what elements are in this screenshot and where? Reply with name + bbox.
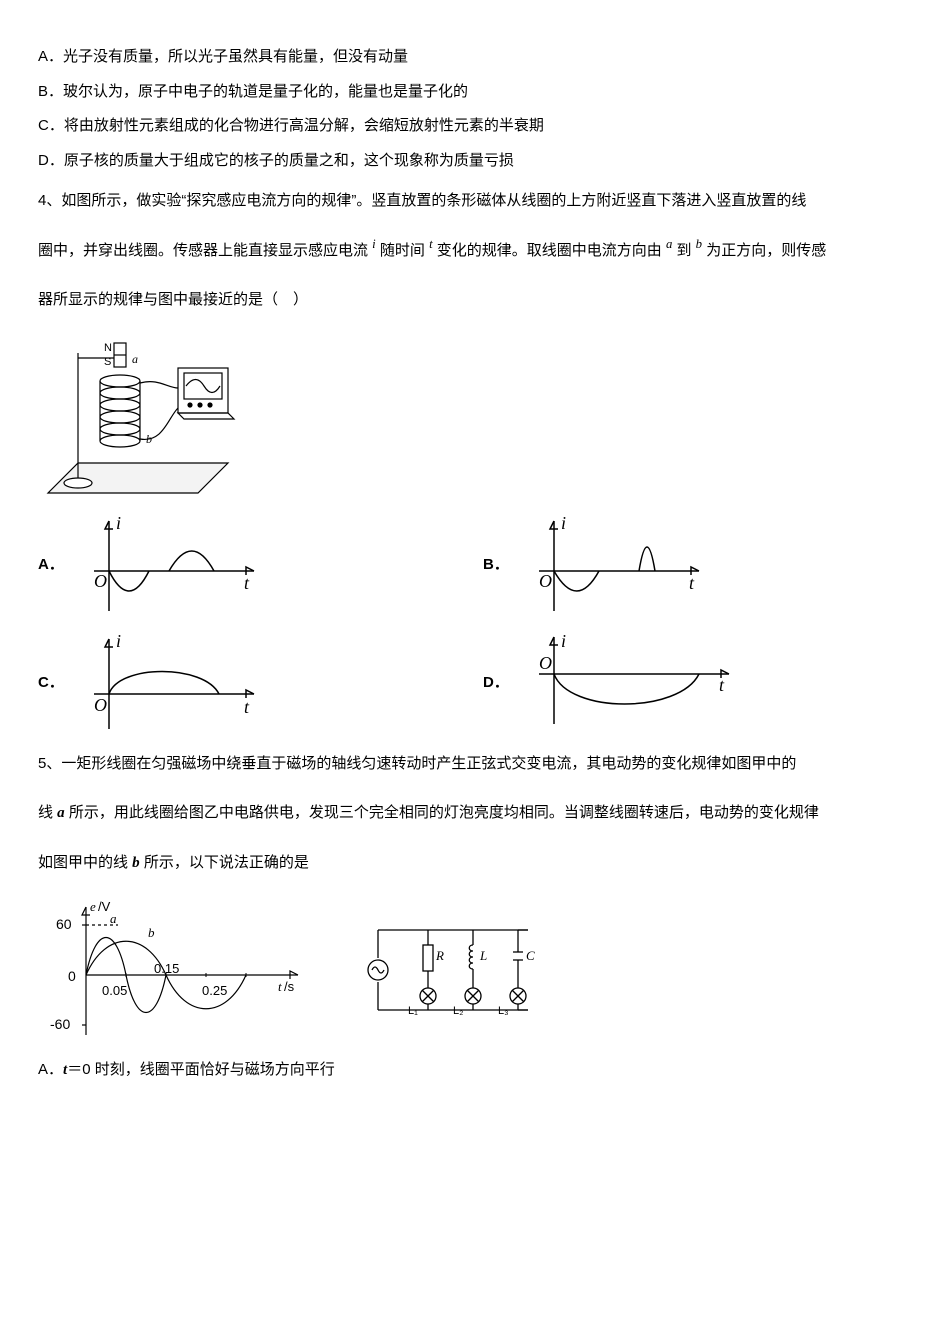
q3-option-d: D．原子核的质量大于组成它的核子的质量之和，这个现象称为质量亏损: [38, 144, 912, 179]
svg-text:L₃: L₃: [498, 1005, 509, 1017]
q5-var-a: a: [57, 805, 65, 821]
q4-stem-line2: 圈中，并穿出线圈。传感器上能直接显示感应电流 i 随时间 t 变化的规律。取线圈…: [38, 234, 912, 269]
svg-text:e: e: [90, 899, 96, 914]
svg-text:N: N: [104, 342, 112, 354]
q4-stem-2d: 到: [672, 242, 695, 259]
svg-text:0.25: 0.25: [202, 983, 227, 998]
q5-stem-line3: 如图甲中的线 b 所示，以下说法正确的是: [38, 846, 912, 881]
q4-label-b: B．: [483, 548, 509, 583]
q5-stem-3a: 如图甲中的线: [38, 854, 132, 871]
svg-text:O: O: [539, 653, 552, 673]
q5-optA-a: A．: [38, 1061, 63, 1078]
svg-text:/V: /V: [98, 899, 111, 914]
svg-text:0: 0: [68, 968, 76, 984]
svg-text:i: i: [116, 513, 121, 533]
svg-text:i: i: [561, 631, 566, 651]
q5-stem-line1: 5、一矩形线圈在匀强磁场中绕垂直于磁场的轴线匀速转动时产生正弦式交变电流，其电动…: [38, 747, 912, 782]
svg-text:/s: /s: [284, 979, 295, 994]
svg-text:O: O: [94, 571, 107, 591]
q5-stem-2b: 所示，用此线圈给图乙中电路供电，发现三个完全相同的灯泡亮度均相同。当调整线圈转速…: [65, 804, 819, 821]
q3-option-c: C．将由放射性元素组成的化合物进行高温分解，会缩短放射性元素的半衰期: [38, 109, 912, 144]
svg-text:O: O: [94, 695, 107, 715]
svg-text:L₂: L₂: [453, 1005, 463, 1017]
q3-option-a: A．光子没有质量，所以光子虽然具有能量，但没有动量: [38, 40, 912, 75]
q4-graph-d: O i t: [519, 629, 739, 739]
svg-text:0.05: 0.05: [102, 983, 127, 998]
q5-optA-b: ＝0 时刻，线圈平面恰好与磁场方向平行: [67, 1061, 335, 1078]
q5-emf-chart: 60 0 -60 e/V t/s 0.05 0.15 0.25 a b: [38, 895, 318, 1045]
svg-text:L₁: L₁: [408, 1005, 418, 1017]
svg-text:t: t: [719, 675, 725, 695]
q5-figures: 60 0 -60 e/V t/s 0.05 0.15 0.25 a b: [38, 895, 912, 1045]
svg-text:t: t: [278, 979, 282, 994]
svg-text:C: C: [526, 948, 535, 963]
svg-text:-60: -60: [50, 1016, 70, 1032]
svg-text:i: i: [116, 631, 121, 651]
svg-text:0.15: 0.15: [154, 961, 179, 976]
svg-text:t: t: [244, 697, 250, 717]
svg-text:t: t: [689, 573, 695, 593]
svg-text:i: i: [561, 513, 566, 533]
svg-text:a: a: [132, 352, 138, 366]
q4-graph-b: O i t: [519, 511, 709, 621]
q4-graph-c: O i t: [74, 629, 264, 739]
svg-text:a: a: [110, 911, 117, 926]
svg-text:60: 60: [56, 916, 72, 932]
svg-text:O: O: [539, 571, 552, 591]
svg-text:R: R: [435, 948, 444, 963]
q4-stem-2b: 随时间: [376, 242, 429, 259]
svg-text:L: L: [479, 948, 487, 963]
q4-options-row2: C． O i t D． O i t: [38, 629, 912, 739]
q4-var-t: t: [429, 237, 433, 251]
q3-option-b: B．玻尔认为，原子中电子的轨道是量子化的，能量也是量子化的: [38, 75, 912, 110]
q4-stem-line3: 器所显示的规律与图中最接近的是（ ）: [38, 283, 912, 318]
q4-label-d: D．: [483, 666, 509, 701]
q4-var-b: b: [696, 237, 702, 251]
svg-text:t: t: [244, 573, 250, 593]
q4-label-a: A．: [38, 548, 64, 583]
q5-stem-line2: 线 a 所示，用此线圈给图乙中电路供电，发现三个完全相同的灯泡亮度均相同。当调整…: [38, 796, 912, 831]
q4-stem-2c: 变化的规律。取线圈中电流方向由: [433, 242, 666, 259]
q5-stem-3b: 所示，以下说法正确的是: [140, 854, 309, 871]
q5-circuit: R L C L₁ L₂ L₃: [358, 910, 548, 1030]
q5-stem-2a: 线: [38, 804, 57, 821]
svg-text:S: S: [104, 356, 111, 368]
q4-stem-line1: 4、如图所示，做实验“探究感应电流方向的规律”。竖直放置的条形磁体从线圈的上方附…: [38, 184, 912, 219]
q4-apparatus-figure: N S a b: [38, 333, 238, 503]
q4-stem-2e: 为正方向，则传感: [702, 242, 826, 259]
svg-text:b: b: [148, 925, 155, 940]
q4-var-a: a: [666, 237, 672, 251]
q4-label-c: C．: [38, 666, 64, 701]
q4-stem-2a: 圈中，并穿出线圈。传感器上能直接显示感应电流: [38, 242, 372, 259]
q4-options-row1: A． O i t B． O: [38, 511, 912, 621]
q4-var-i: i: [372, 237, 376, 251]
q5-var-b: b: [132, 855, 140, 871]
q5-option-a: A．t＝0 时刻，线圈平面恰好与磁场方向平行: [38, 1053, 912, 1088]
q4-graph-a: O i t: [74, 511, 264, 621]
